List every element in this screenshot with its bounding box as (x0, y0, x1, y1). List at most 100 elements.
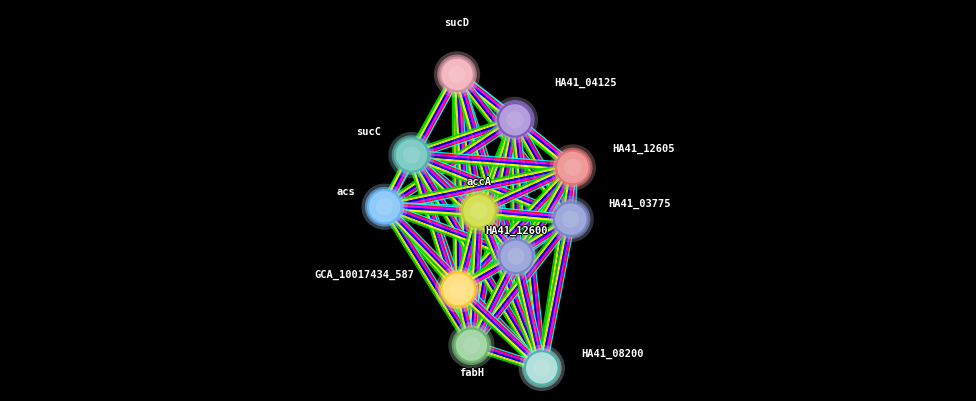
Text: HA41_04125: HA41_04125 (554, 79, 617, 89)
Text: sucC: sucC (357, 127, 383, 137)
Text: accA: accA (467, 178, 491, 188)
Circle shape (501, 241, 532, 272)
Circle shape (550, 199, 590, 239)
Circle shape (496, 237, 536, 276)
Circle shape (434, 51, 480, 97)
Text: accA: accA (468, 177, 493, 187)
Circle shape (553, 148, 592, 187)
Circle shape (495, 100, 535, 140)
Text: accA: accA (466, 177, 490, 187)
Circle shape (438, 269, 478, 309)
Circle shape (492, 97, 538, 143)
Circle shape (555, 203, 587, 235)
Circle shape (562, 211, 580, 228)
Text: GCA_10017434_587: GCA_10017434_587 (315, 270, 416, 280)
Circle shape (442, 273, 474, 305)
Text: sucC: sucC (355, 127, 380, 137)
Circle shape (548, 196, 593, 242)
Circle shape (388, 132, 434, 178)
Circle shape (518, 345, 565, 391)
Circle shape (459, 191, 499, 231)
Circle shape (391, 135, 431, 175)
Text: HA41_12600: HA41_12600 (485, 224, 548, 235)
Text: GCA_10017434_587: GCA_10017434_587 (314, 270, 415, 280)
Circle shape (396, 139, 427, 171)
Circle shape (367, 189, 402, 225)
Circle shape (464, 195, 495, 227)
Circle shape (533, 359, 550, 377)
Text: HA41_03775: HA41_03775 (609, 197, 671, 207)
Circle shape (564, 159, 582, 176)
Text: accA: accA (467, 177, 491, 187)
Circle shape (555, 150, 590, 185)
Text: accA: accA (467, 176, 491, 186)
Text: sucD: sucD (444, 18, 469, 28)
Text: fabH: fabH (458, 368, 483, 378)
Text: HA41_12605: HA41_12605 (612, 142, 674, 153)
Circle shape (497, 102, 533, 138)
Text: sucC: sucC (356, 129, 382, 138)
Circle shape (454, 327, 489, 363)
Text: HA41_12605: HA41_12605 (612, 145, 674, 155)
Text: sucD: sucD (444, 19, 469, 29)
Text: fabH: fabH (459, 367, 484, 377)
Text: HA41_04125: HA41_04125 (555, 77, 618, 88)
Text: fabH: fabH (459, 369, 484, 379)
Circle shape (508, 248, 525, 265)
Circle shape (463, 336, 480, 354)
Circle shape (524, 350, 559, 386)
Text: HA41_12605: HA41_12605 (612, 144, 674, 154)
Circle shape (448, 66, 466, 83)
Text: HA41_12605: HA41_12605 (613, 144, 675, 154)
Circle shape (393, 137, 429, 173)
Text: HA41_03775: HA41_03775 (610, 198, 672, 209)
Circle shape (499, 104, 531, 136)
Text: HA41_03775: HA41_03775 (607, 198, 670, 209)
Text: GCA_10017434_587: GCA_10017434_587 (314, 271, 415, 281)
Circle shape (526, 352, 557, 384)
Text: HA41_04125: HA41_04125 (553, 77, 616, 88)
Text: HA41_08200: HA41_08200 (580, 348, 642, 358)
Circle shape (470, 202, 488, 219)
Text: acs: acs (335, 187, 353, 197)
Circle shape (361, 184, 408, 230)
Circle shape (441, 59, 472, 90)
Circle shape (456, 330, 487, 361)
Text: HA41_08200: HA41_08200 (581, 350, 643, 360)
Text: HA41_12600: HA41_12600 (485, 226, 548, 236)
Text: HA41_08200: HA41_08200 (581, 348, 643, 358)
Circle shape (365, 187, 404, 227)
Text: sucD: sucD (444, 16, 469, 26)
Text: HA41_12605: HA41_12605 (611, 144, 673, 154)
Circle shape (507, 111, 523, 129)
Text: GCA_10017434_587: GCA_10017434_587 (313, 270, 413, 280)
Text: HA41_03775: HA41_03775 (609, 200, 671, 210)
Text: HA41_12600: HA41_12600 (486, 226, 549, 236)
Text: acs: acs (338, 187, 356, 197)
Circle shape (439, 57, 474, 92)
Text: acs: acs (336, 188, 355, 198)
Text: acs: acs (336, 187, 355, 197)
Text: HA41_12600: HA41_12600 (485, 227, 548, 237)
Text: HA41_12600: HA41_12600 (484, 226, 547, 236)
Text: GCA_10017434_587: GCA_10017434_587 (314, 269, 415, 279)
Circle shape (553, 201, 589, 237)
Circle shape (499, 239, 534, 274)
Circle shape (549, 144, 596, 190)
Circle shape (493, 233, 540, 279)
Text: fabH: fabH (461, 368, 485, 378)
Circle shape (448, 322, 495, 369)
Circle shape (461, 193, 497, 229)
Circle shape (522, 348, 561, 388)
Text: fabH: fabH (459, 368, 484, 378)
Circle shape (376, 198, 393, 215)
Circle shape (435, 266, 481, 312)
Circle shape (456, 188, 502, 234)
Circle shape (369, 191, 400, 223)
Text: HA41_03775: HA41_03775 (609, 198, 671, 209)
Text: HA41_08200: HA41_08200 (583, 348, 645, 358)
Circle shape (452, 325, 491, 365)
Circle shape (557, 152, 589, 183)
Circle shape (440, 271, 476, 307)
Text: acs: acs (336, 186, 355, 196)
